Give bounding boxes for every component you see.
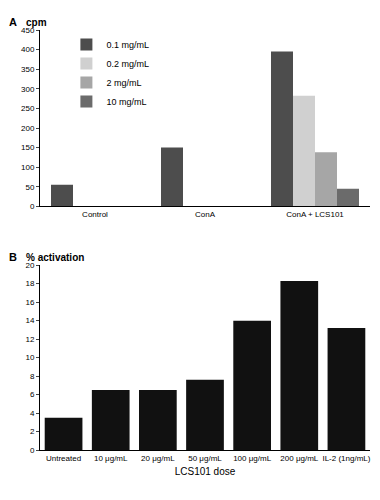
svg-text:10 μg/mL: 10 μg/mL: [94, 454, 128, 463]
svg-text:2: 2: [30, 427, 35, 436]
svg-text:0.1 mg/mL: 0.1 mg/mL: [106, 40, 149, 50]
svg-text:12: 12: [25, 335, 34, 344]
svg-text:2 mg/mL: 2 mg/mL: [106, 78, 141, 88]
svg-text:0.2 mg/mL: 0.2 mg/mL: [106, 59, 149, 69]
svg-text:IL-2 (1ng/mL): IL-2 (1ng/mL): [322, 454, 370, 463]
svg-text:10 mg/mL: 10 mg/mL: [106, 97, 146, 107]
svg-text:% activation: % activation: [26, 252, 84, 263]
svg-text:14: 14: [25, 316, 34, 325]
svg-text:200: 200: [21, 124, 35, 133]
svg-text:100: 100: [21, 163, 35, 172]
svg-text:50 μg/mL: 50 μg/mL: [188, 454, 222, 463]
svg-text:200 μg/mL: 200 μg/mL: [280, 454, 319, 463]
svg-text:50: 50: [25, 183, 34, 192]
svg-text:4: 4: [30, 409, 35, 418]
svg-text:B: B: [9, 251, 17, 263]
svg-text:300: 300: [21, 85, 35, 94]
svg-text:16: 16: [25, 298, 34, 307]
svg-text:450: 450: [21, 26, 35, 35]
svg-text:10: 10: [25, 353, 34, 362]
svg-text:150: 150: [21, 143, 35, 152]
svg-text:LCS101 dose: LCS101 dose: [175, 466, 236, 477]
svg-text:8: 8: [30, 372, 35, 381]
svg-text:100 μg/mL: 100 μg/mL: [233, 454, 272, 463]
svg-text:400: 400: [21, 45, 35, 54]
svg-text:350: 350: [21, 65, 35, 74]
svg-text:0: 0: [30, 202, 35, 211]
svg-text:0: 0: [30, 446, 35, 455]
svg-text:ConA + LCS101: ConA + LCS101: [286, 210, 344, 219]
svg-text:cpm: cpm: [26, 17, 47, 28]
svg-text:A: A: [9, 16, 17, 28]
svg-text:18: 18: [25, 279, 34, 288]
svg-text:20: 20: [25, 261, 34, 270]
svg-text:Control: Control: [82, 210, 108, 219]
svg-text:ConA: ConA: [195, 210, 216, 219]
svg-text:Untreated: Untreated: [46, 454, 81, 463]
svg-text:20 μg/mL: 20 μg/mL: [141, 454, 175, 463]
svg-text:6: 6: [30, 390, 35, 399]
svg-text:250: 250: [21, 104, 35, 113]
